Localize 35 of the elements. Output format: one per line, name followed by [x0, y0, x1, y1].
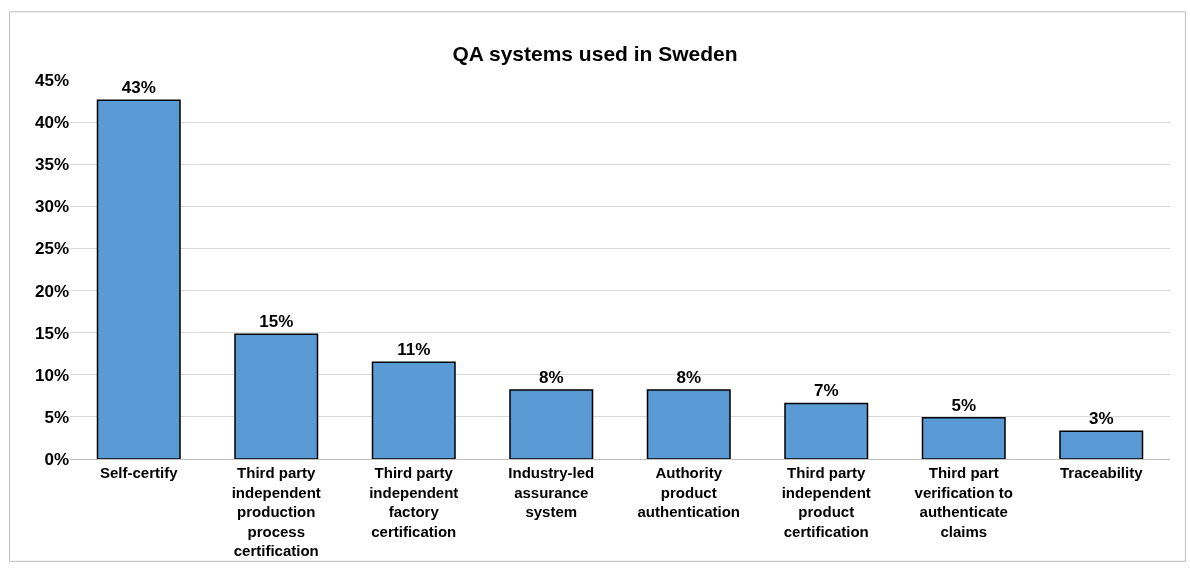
- data-label: 8%: [676, 367, 702, 387]
- x-tick-label: Traceability: [1059, 464, 1144, 481]
- bar: [646, 389, 731, 459]
- y-tick-label: 30%: [34, 197, 69, 217]
- x-tick-label: Third party independent product certification: [781, 464, 871, 540]
- x-tick-label: Self-certify: [99, 464, 179, 481]
- x-tick-label: Authority product authentication: [637, 464, 741, 520]
- y-tick-label: 5%: [44, 407, 69, 427]
- y-tick-label: 35%: [34, 155, 69, 175]
- y-tick-label: 20%: [34, 281, 69, 301]
- data-label: 8%: [538, 367, 564, 387]
- y-tick-label: 10%: [34, 365, 69, 385]
- x-tick-label: Third party independent factory certification: [369, 464, 459, 540]
- bar: [921, 416, 1006, 459]
- data-label: 5%: [951, 395, 977, 415]
- x-tick-label: Third part verification to authenticate claims: [914, 464, 1013, 540]
- data-label: 11%: [397, 340, 431, 360]
- y-tick-label: 45%: [34, 70, 69, 90]
- bar: [371, 361, 456, 459]
- bar: [509, 389, 594, 459]
- bar: [96, 99, 181, 459]
- data-label: 43%: [121, 78, 156, 98]
- x-tick-label: Industry-led assurance system: [508, 464, 595, 520]
- y-tick-label: 15%: [34, 323, 69, 343]
- data-label: 15%: [259, 312, 294, 332]
- y-tick-label: 40%: [34, 113, 69, 133]
- y-tick-label: 25%: [34, 239, 69, 259]
- data-label: 3%: [1088, 409, 1114, 429]
- chart-title: QA systems used in Sweden: [452, 42, 738, 66]
- bar: [1059, 430, 1144, 459]
- bar: [784, 402, 869, 459]
- y-tick-label: 0%: [44, 449, 69, 469]
- data-label: 7%: [813, 381, 839, 401]
- bar: [234, 333, 319, 459]
- x-tick-label: Third party independent production process certification: [231, 464, 321, 559]
